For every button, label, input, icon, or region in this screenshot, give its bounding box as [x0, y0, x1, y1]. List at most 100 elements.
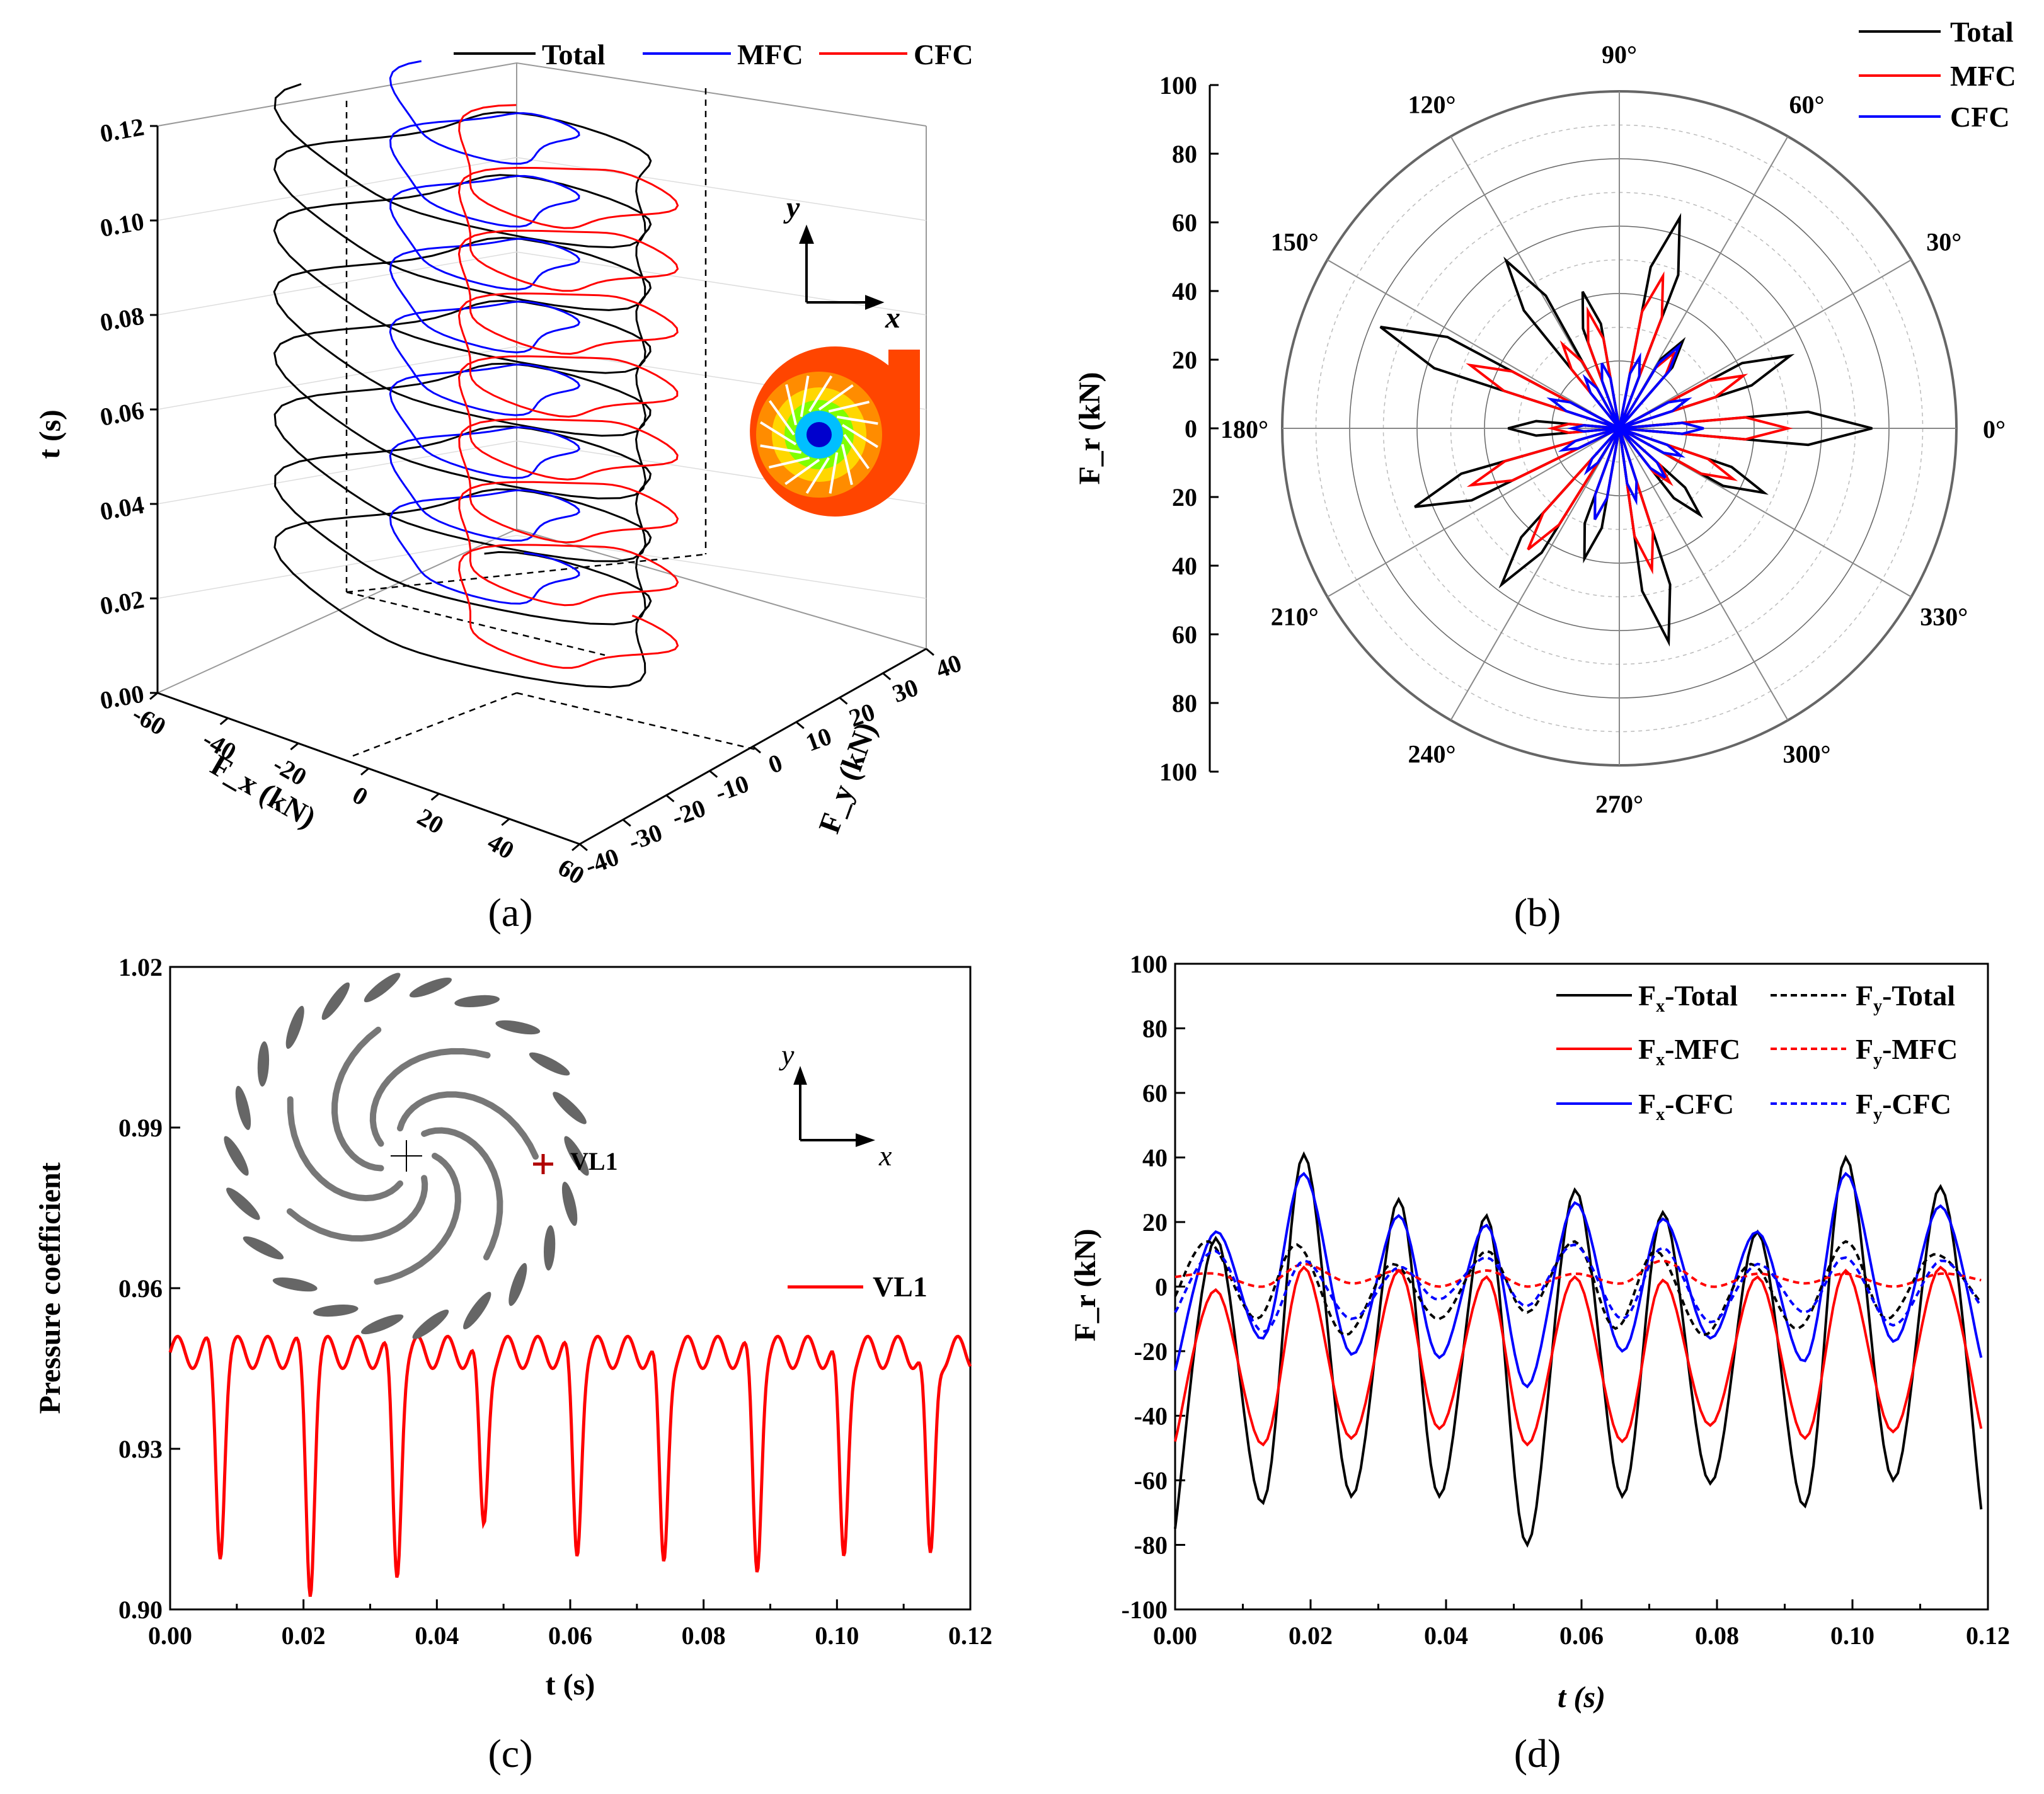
- panel-a-dashed-guides: [345, 88, 757, 757]
- panel-b-angle-label: 120°: [1408, 91, 1456, 119]
- panel-a-z-tick-label: 0.10: [98, 207, 146, 242]
- impeller-blade: [374, 1153, 461, 1285]
- panel-d-y-tick-label: -20: [1134, 1337, 1168, 1366]
- panel-d-ticks: 0.00 0.02 0.04 0.06 0.08 0.10 0.12 -100 -80 -60 -4…: [1122, 950, 2010, 1650]
- panel-c-y-label: Pressure coefficient: [33, 1162, 67, 1414]
- panel-c-x-tick-label: 0.00: [148, 1621, 192, 1650]
- panel-b-radial-tick-label: 100: [1159, 758, 1197, 786]
- pump-volute-icon: [750, 346, 920, 517]
- panel-b-angle-label: 270°: [1595, 790, 1643, 818]
- impeller-blade: [843, 433, 870, 469]
- panel-b-radial-tick-label: 20: [1172, 346, 1197, 374]
- panel-label-b: (b): [1514, 890, 1561, 935]
- panel-a-y-tick-label: -20: [668, 794, 709, 832]
- impeller-blade: [369, 1048, 491, 1147]
- impeller-blade: [785, 384, 797, 426]
- inset-vl1-label: VL1: [570, 1147, 618, 1175]
- diffuser-vane: [224, 1136, 249, 1176]
- panel-c-x-tick-label: 0.10: [815, 1621, 859, 1650]
- panel-a-y-tick-label: -40: [582, 842, 623, 881]
- panel-c-series-vl1: [168, 1334, 972, 1597]
- panel-d-series: [1174, 1151, 1983, 1548]
- panel-a-series-total: [273, 83, 652, 688]
- panel-c-inset-y-label: y: [779, 1039, 795, 1071]
- panel-b-radial-tick-label: 60: [1172, 209, 1197, 237]
- panel-d-x-tick-label: 0.04: [1424, 1621, 1468, 1650]
- panel-b-radial-tick-label: 80: [1172, 689, 1197, 717]
- diffuser-vane: [529, 1052, 570, 1076]
- panel-d-y-tick-label: 40: [1142, 1144, 1168, 1172]
- panel-b-radial-ticks: 100 80 60 40 20 0 20 40 60 80 100: [1159, 71, 1219, 786]
- panel-d-y-tick-label: -60: [1134, 1466, 1168, 1495]
- panel-b-series: [1379, 213, 1873, 647]
- diffuser-vane: [243, 1236, 284, 1260]
- diffuser-vane: [321, 982, 350, 1020]
- diffuser-vane: [454, 995, 500, 1008]
- legend-label-mfc: MFC: [737, 38, 803, 71]
- panel-a-legend: Total MFC CFC: [454, 38, 973, 71]
- panel-b-angle-label: 180°: [1220, 415, 1268, 443]
- panel-d-series-fx-mfc: [1174, 1265, 1983, 1447]
- panel-d-y-tick-label: 100: [1130, 950, 1168, 978]
- impeller-blade: [841, 443, 853, 486]
- panel-a-y-tick-label: 40: [932, 648, 965, 683]
- diffuser-vane: [463, 1291, 491, 1330]
- panel-a-inset-x-label: x: [885, 301, 900, 334]
- impeller-blade: [421, 1127, 503, 1260]
- panel-a-y-tick-label: 0: [764, 748, 786, 779]
- impeller-blade: [760, 444, 802, 454]
- panel-b-angle-label: 150°: [1271, 228, 1319, 256]
- panel-b-radial-tick-label: 60: [1172, 620, 1197, 649]
- panel-a-series-mfc: [389, 60, 581, 605]
- panel-b-angle-label: 60°: [1789, 91, 1825, 119]
- panel-label-d: (d): [1514, 1731, 1561, 1776]
- panel-a-y-tick-label: 10: [802, 722, 835, 757]
- diffuser-vane: [226, 1187, 260, 1220]
- panel-c-ticks: 0.00 0.02 0.04 0.06 0.08 0.10 0.12 0.90 0.93 0.96…: [118, 953, 992, 1650]
- impeller-blade: [784, 459, 820, 486]
- panel-a-series: [273, 60, 679, 688]
- panel-d-x-tick-label: 0.00: [1153, 1621, 1197, 1650]
- panel-b-angle-label: 300°: [1783, 740, 1831, 768]
- panel-label-c: (c): [488, 1731, 532, 1776]
- panel-a-series-cfc: [457, 104, 679, 669]
- legend-label-fx-cfc: Fx-CFC: [1638, 1088, 1734, 1124]
- impeller-blade: [800, 375, 810, 418]
- panel-b-radial-tick-label: 40: [1172, 277, 1197, 306]
- diffuser-vane: [313, 1305, 359, 1317]
- panel-a-y-tick-label: -10: [711, 769, 753, 808]
- panel-b-radial-tick-label: 40: [1172, 552, 1197, 580]
- panel-d-x-label: t (s): [1558, 1681, 1605, 1714]
- diffuser-vane: [235, 1085, 251, 1130]
- impeller-blade: [818, 384, 854, 411]
- panel-a-z-tick-label: 0.02: [98, 585, 146, 620]
- panel-b-y-label: F_r (kN): [1073, 372, 1106, 484]
- panel-c-y-tick-label: 0.96: [118, 1274, 163, 1303]
- legend-label-vl1: VL1: [873, 1271, 927, 1303]
- panel-c-x-label: t (s): [546, 1668, 595, 1701]
- legend-label-cfc: CFC: [1950, 101, 2010, 133]
- panel-d-y-tick-label: -40: [1134, 1402, 1168, 1431]
- legend-label-fx-total: Fx-Total: [1638, 980, 1738, 1016]
- panel-b-radial-tick-label: 20: [1172, 483, 1197, 511]
- diffuser-vane: [285, 1005, 304, 1049]
- impeller-blade: [805, 457, 830, 494]
- impeller-blade: [808, 375, 833, 413]
- panel-a-x-tick-label: 40: [483, 828, 519, 865]
- panel-c-y-tick-label: 1.02: [118, 953, 163, 981]
- legend-label-fx-mfc: Fx-MFC: [1638, 1033, 1740, 1070]
- polar-grid-spoke: [1450, 428, 1620, 721]
- panel-b-angle-label: 330°: [1920, 603, 1968, 631]
- diffuser-vane: [564, 1136, 589, 1176]
- panel-a-inset-y-label: y: [783, 191, 800, 224]
- impeller-blade: [841, 423, 879, 449]
- impeller-blade: [768, 400, 795, 436]
- diffuser-vane: [495, 1020, 541, 1035]
- impeller-icon: [224, 973, 589, 1339]
- panel-c-x-tick-label: 0.06: [548, 1621, 592, 1650]
- impeller-blade: [331, 1026, 384, 1172]
- panel-a-y-tick-label: 30: [888, 673, 922, 708]
- panel-c-y-tick-label: 0.93: [118, 1435, 163, 1463]
